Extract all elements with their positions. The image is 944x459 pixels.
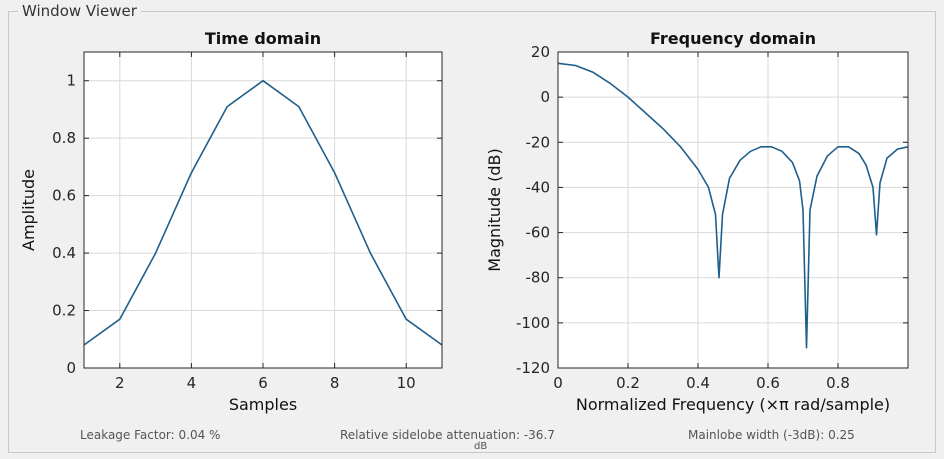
freq-ytick-label-4: -40 xyxy=(526,178,551,196)
time-ytick-label-4: 0.8 xyxy=(52,129,76,147)
freq-xtick-label-3: 0.6 xyxy=(756,374,780,392)
freq-xtick-label-0: 0 xyxy=(553,374,563,392)
freq-plot-area xyxy=(558,52,908,368)
freq-xtick-label-1: 0.2 xyxy=(616,374,640,392)
sidelobe-attenuation-text: Relative sidelobe attenuation: -36.7 xyxy=(340,428,555,442)
time-chart-title: Time domain xyxy=(205,29,321,48)
freq-ytick-label-7: 20 xyxy=(531,43,550,61)
time-ytick-label-2: 0.4 xyxy=(52,244,76,262)
leakage-factor-text: Leakage Factor: 0.04 % xyxy=(80,428,220,442)
time-ytick-label-1: 0.2 xyxy=(52,302,76,320)
sidelobe-unit-text: dB xyxy=(474,441,487,452)
time-ytick-label-3: 0.6 xyxy=(52,187,76,205)
time-ytick-label-0: 0 xyxy=(66,359,76,377)
time-y-axis-label: Amplitude xyxy=(19,169,38,251)
freq-xtick-label-2: 0.4 xyxy=(686,374,710,392)
time-x-axis-label: Samples xyxy=(229,395,297,414)
freq-x-axis-label: Normalized Frequency (×π rad/sample) xyxy=(576,395,890,414)
time-xtick-label-4: 10 xyxy=(397,374,416,392)
time-xtick-label-3: 8 xyxy=(330,374,340,392)
time-xtick-label-0: 2 xyxy=(115,374,125,392)
time-xtick-label-2: 6 xyxy=(258,374,268,392)
freq-y-axis-label: Magnitude (dB) xyxy=(485,148,504,271)
freq-ytick-label-5: -20 xyxy=(526,133,551,151)
freq-xtick-label-4: 0.8 xyxy=(826,374,850,392)
time-xtick-label-1: 4 xyxy=(187,374,197,392)
freq-ytick-label-6: 0 xyxy=(540,88,550,106)
freq-ytick-label-0: -120 xyxy=(516,359,550,377)
time-ytick-label-5: 1 xyxy=(66,72,76,90)
freq-ytick-label-1: -100 xyxy=(516,314,550,332)
freq-ytick-label-3: -60 xyxy=(526,224,551,242)
mainlobe-width-text: Mainlobe width (-3dB): 0.25 xyxy=(688,428,855,442)
freq-ytick-label-2: -80 xyxy=(526,269,551,287)
freq-chart-title: Frequency domain xyxy=(650,29,816,48)
